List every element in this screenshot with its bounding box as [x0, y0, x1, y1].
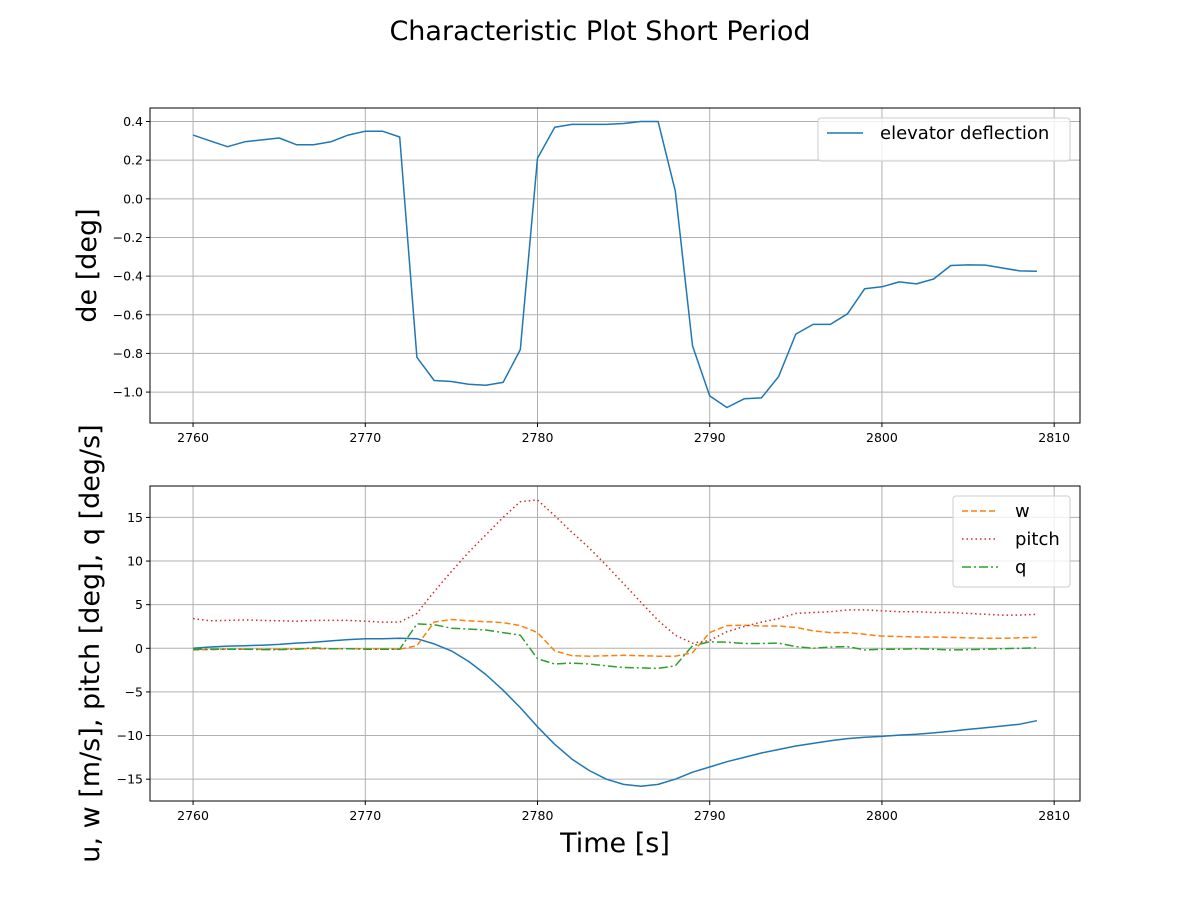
bottom-y-tick-label: −15	[117, 772, 143, 787]
bottom-plot-frame	[149, 485, 1081, 802]
top-x-tick-label: 2760	[177, 430, 209, 445]
bottom-legend-label: q	[1015, 557, 1026, 578]
top-x-tick-label: 2780	[522, 430, 554, 445]
top-x-tick-label: 2810	[1038, 430, 1070, 445]
bottom-y-tick-label: 10	[127, 554, 143, 569]
bottom-y-tick-label: 5	[135, 597, 143, 612]
top-y-tick-label: −0.4	[113, 269, 143, 284]
top-legend-label: elevator deflection	[880, 123, 1049, 144]
top-plot-frame	[149, 107, 1081, 424]
top-y-tick-label: 0.0	[123, 191, 143, 206]
top-x-tick-label: 2770	[349, 430, 381, 445]
bottom-x-ticks: 2760 2770 2780 2790 2800 2810	[177, 801, 1070, 823]
bottom-series-line-u	[193, 637, 1038, 787]
bottom-x-tick-label: 2800	[866, 808, 898, 823]
elevator-deflection-axes: 2760 2770 2780 2790 2800 2810 −1.0 −0.8 −0.6 −0.…	[72, 107, 1081, 445]
bottom-x-tick-label: 2780	[522, 808, 554, 823]
bottom-series-line-pitch	[193, 499, 1037, 644]
bottom-y-tick-label: 0	[135, 641, 143, 656]
top-y-ticks: −1.0 −0.8 −0.6 −0.4 −0.2 0.0 0.2 0.4	[113, 114, 150, 400]
top-y-tick-label: −0.8	[113, 346, 143, 361]
top-legend-box	[817, 117, 1071, 162]
bottom-legend-label: pitch	[1015, 529, 1060, 550]
bottom-x-tick-label: 2810	[1038, 808, 1070, 823]
bottom-y-tick-label: −5	[125, 684, 143, 699]
bottom-y-tick-label: −10	[117, 728, 143, 743]
bottom-x-tick-label: 2770	[349, 808, 381, 823]
top-series	[192, 120, 1037, 409]
bottom-y-tick-label: 15	[127, 510, 143, 525]
bottom-y-axis-label: u, w [m/s], pitch [deg], q [deg/s]	[75, 424, 106, 862]
bottom-series	[193, 499, 1038, 787]
bottom-grid	[150, 486, 1080, 801]
bottom-y-ticks: −15 −10 −5 0 5 10 15	[117, 510, 150, 787]
bottom-x-tick-label: 2790	[694, 808, 726, 823]
bottom-legend: w pitch q	[952, 495, 1071, 588]
top-series-line-elevator-deflection	[192, 120, 1037, 409]
bottom-x-tick-label: 2760	[177, 808, 209, 823]
bottom-legend-label: w	[1015, 501, 1030, 522]
bottom-series-line-w	[193, 618, 1037, 657]
top-y-axis-label: de [deg]	[72, 208, 103, 322]
top-y-tick-label: 0.4	[123, 114, 143, 129]
top-y-tick-label: −0.2	[113, 230, 143, 245]
top-x-tick-label: 2800	[866, 430, 898, 445]
state-response-axes: 2760 2770 2780 2790 2800 2810 −15−10−5051015 …	[75, 424, 1081, 863]
bottom-series-line-q	[193, 623, 1037, 670]
top-y-tick-label: −0.6	[113, 307, 143, 322]
top-x-ticks: 2760 2770 2780 2790 2800 2810	[177, 423, 1070, 445]
top-y-tick-label: −1.0	[113, 385, 143, 400]
x-axis-label: Time [s]	[559, 828, 670, 859]
top-x-tick-label: 2790	[694, 430, 726, 445]
top-y-tick-label: 0.2	[123, 153, 143, 168]
bottom-legend-box	[952, 495, 1071, 588]
top-legend: elevator deflection	[817, 117, 1071, 162]
figure-title: Characteristic Plot Short Period	[389, 16, 810, 47]
